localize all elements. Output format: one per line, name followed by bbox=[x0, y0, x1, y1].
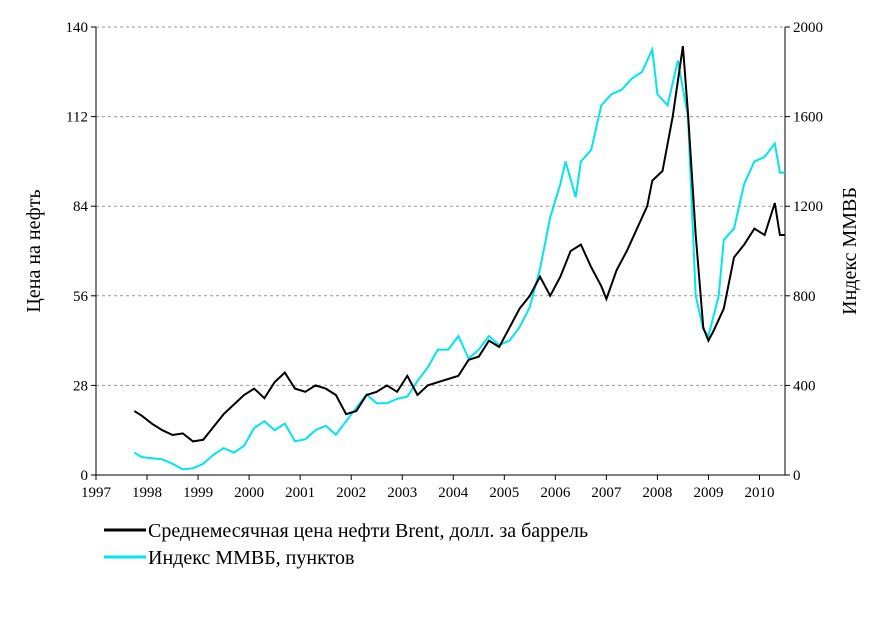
x-tick-label: 2007 bbox=[591, 485, 622, 501]
x-tick-label: 2006 bbox=[540, 485, 571, 501]
y-tick-label: 0 bbox=[81, 468, 89, 484]
legend-label: Индекс ММВБ, пунктов bbox=[148, 547, 354, 569]
x-tick-label: 2010 bbox=[744, 485, 774, 501]
x-tick-label: 2008 bbox=[642, 485, 672, 501]
x-tick-label: 2004 bbox=[438, 485, 469, 501]
x-tick-label: 2000 bbox=[234, 485, 264, 501]
y2-axis-label: Индекс ММВБ bbox=[839, 187, 861, 315]
legend-label: Среднемесячная цена нефти Brent, долл. з… bbox=[148, 520, 588, 542]
y2-tick-label: 2000 bbox=[793, 20, 823, 36]
x-tick-label: 2001 bbox=[285, 485, 315, 501]
y2-tick-label: 1200 bbox=[793, 199, 823, 215]
x-tick-label: 2002 bbox=[336, 485, 366, 501]
y2-tick-label: 0 bbox=[793, 468, 801, 484]
series-line bbox=[133, 46, 785, 443]
y-axis-label: Цена на нефть bbox=[23, 189, 45, 312]
x-tick-label: 1999 bbox=[183, 485, 213, 501]
y2-tick-label: 1600 bbox=[793, 110, 823, 126]
y-tick-label: 112 bbox=[66, 110, 88, 126]
x-tick-label: 1997 bbox=[81, 485, 112, 501]
y-tick-label: 28 bbox=[73, 378, 88, 394]
y2-tick-label: 400 bbox=[793, 378, 816, 394]
x-tick-label: 1998 bbox=[132, 485, 162, 501]
x-tick-label: 2005 bbox=[489, 485, 519, 501]
y-tick-label: 84 bbox=[73, 199, 89, 215]
y-tick-label: 56 bbox=[73, 289, 89, 305]
x-tick-label: 2003 bbox=[387, 485, 417, 501]
series-line bbox=[133, 45, 785, 471]
y-tick-label: 140 bbox=[66, 20, 89, 36]
x-tick-label: 2009 bbox=[693, 485, 723, 501]
y2-tick-label: 800 bbox=[793, 289, 816, 305]
